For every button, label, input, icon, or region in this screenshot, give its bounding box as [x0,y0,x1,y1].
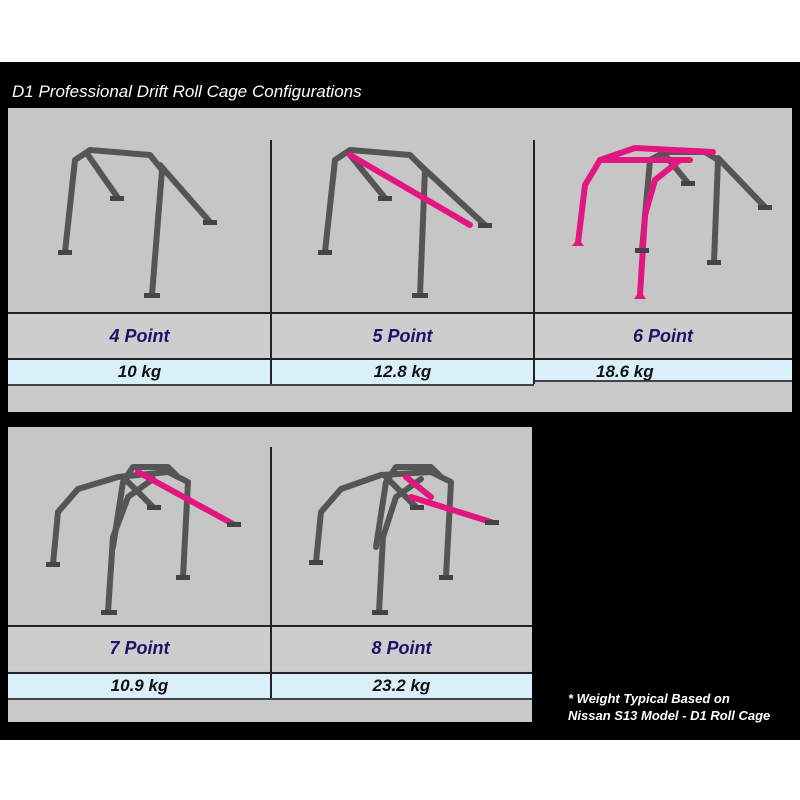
config-6-point: 6 Point 18.6 kg [534,108,792,412]
config-weight: 10 kg [8,358,271,386]
footnote-line-1: * Weight Typical Based on [568,691,730,706]
cage-6-point-image [534,108,792,312]
config-7-point: 7 Point 10.9 kg [8,427,271,722]
config-weight: 10.9 kg [8,672,271,700]
column-divider [533,140,535,384]
config-weight: 12.8 kg [271,358,534,386]
config-weight: 18.6 kg [534,358,792,382]
config-5-point: 5 Point 12.8 kg [271,108,534,412]
row-2-panel: 7 Point 10.9 kg 8 Point 23.2 kg [8,427,532,722]
footnote-line-2: Nissan S13 Model - D1 Roll Cage [568,708,771,723]
config-label: 8 Point [271,625,532,670]
config-weight: 23.2 kg [271,672,532,700]
cage-4-point-image [8,108,271,312]
cage-8-point-image [271,427,532,625]
config-label: 7 Point [8,625,271,670]
cage-5-point-image [271,108,534,312]
config-4-point: 4 Point 10 kg [8,108,271,412]
config-label: 4 Point [8,312,271,358]
config-8-point: 8 Point 23.2 kg [271,427,532,722]
row-1-panel: 4 Point 10 kg 5 Point 12.8 kg [8,108,792,412]
column-divider [270,140,272,384]
config-label: 6 Point [534,312,792,358]
config-label: 5 Point [271,312,534,358]
cage-7-point-image [8,427,271,625]
column-divider [270,447,272,698]
page-title: D1 Professional Drift Roll Cage Configur… [12,82,362,101]
weight-footnote: * Weight Typical Based on Nissan S13 Mod… [568,690,770,724]
